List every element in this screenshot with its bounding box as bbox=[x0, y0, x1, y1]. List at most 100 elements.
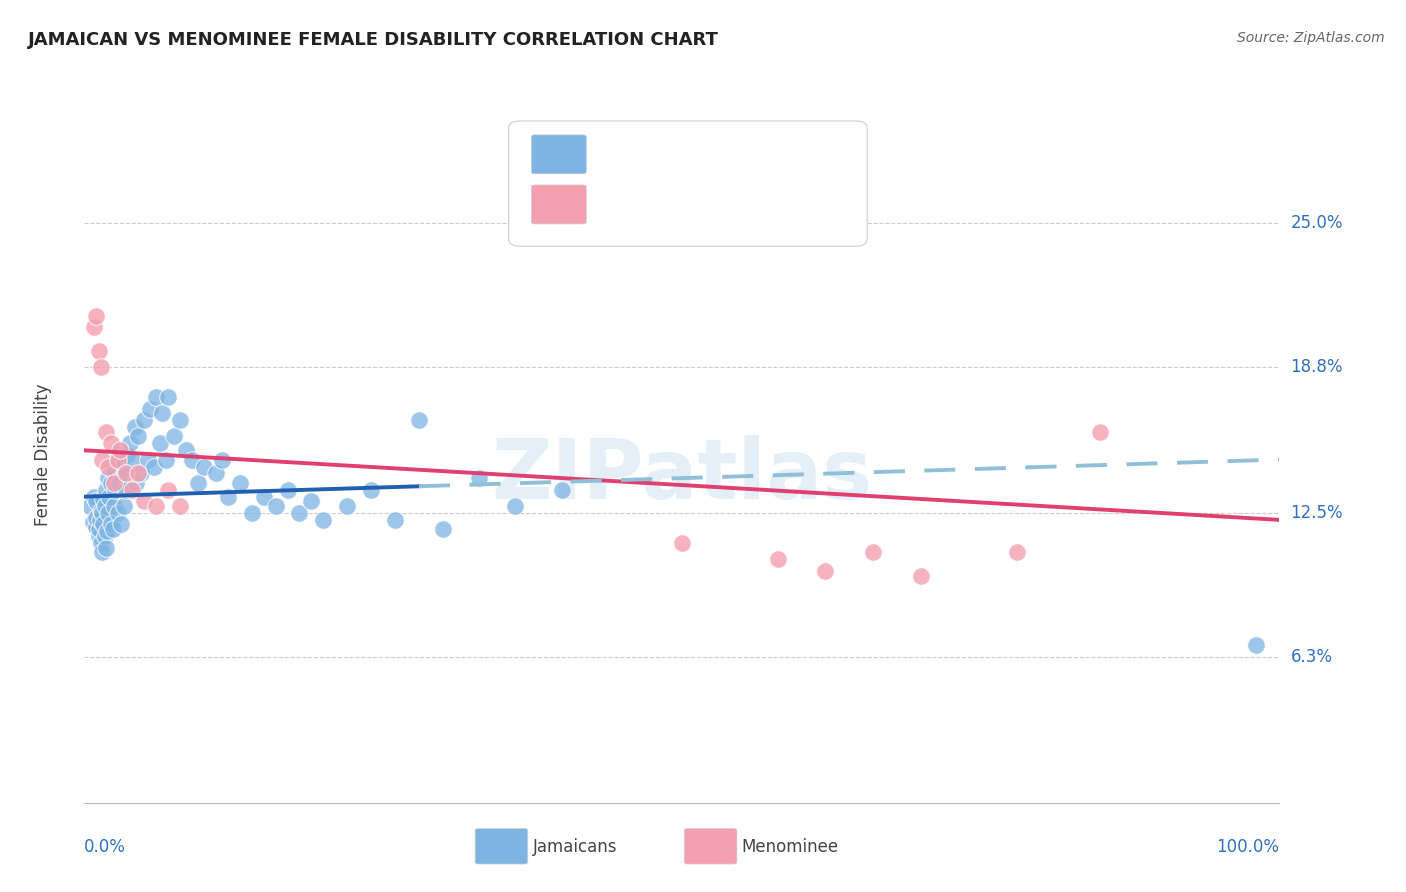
Point bbox=[82, 515, 104, 529]
Point bbox=[93, 517, 115, 532]
Point bbox=[87, 522, 110, 536]
Text: Menominee: Menominee bbox=[742, 838, 839, 855]
Point bbox=[108, 475, 131, 490]
Point bbox=[90, 503, 112, 517]
Point bbox=[107, 452, 129, 467]
Point bbox=[83, 490, 105, 504]
Text: 12.5%: 12.5% bbox=[1291, 504, 1343, 522]
Point bbox=[97, 459, 120, 474]
Point bbox=[814, 564, 837, 578]
Point bbox=[264, 499, 287, 513]
Point bbox=[90, 359, 112, 374]
Point bbox=[93, 529, 115, 543]
Point bbox=[127, 429, 149, 443]
Point bbox=[288, 506, 311, 520]
Point bbox=[98, 490, 121, 504]
Point bbox=[229, 475, 252, 490]
Text: ZIPatlas: ZIPatlas bbox=[492, 435, 872, 516]
Point bbox=[1005, 545, 1028, 559]
Point bbox=[91, 545, 114, 559]
FancyBboxPatch shape bbox=[531, 185, 586, 224]
Point bbox=[91, 506, 114, 520]
Point bbox=[187, 475, 209, 490]
Point bbox=[142, 459, 165, 474]
FancyBboxPatch shape bbox=[531, 135, 586, 174]
Point bbox=[503, 499, 526, 513]
Point bbox=[124, 420, 146, 434]
Point bbox=[111, 459, 134, 474]
Point bbox=[87, 343, 110, 358]
Point bbox=[211, 452, 233, 467]
Point bbox=[112, 499, 135, 513]
Point bbox=[277, 483, 299, 497]
Point bbox=[169, 499, 191, 513]
Text: 100.0%: 100.0% bbox=[1216, 838, 1279, 855]
Point bbox=[150, 406, 173, 420]
Point bbox=[86, 520, 108, 534]
Text: Source: ZipAtlas.com: Source: ZipAtlas.com bbox=[1237, 31, 1385, 45]
Point bbox=[671, 536, 693, 550]
Text: JAMAICAN VS MENOMINEE FEMALE DISABILITY CORRELATION CHART: JAMAICAN VS MENOMINEE FEMALE DISABILITY … bbox=[28, 31, 718, 49]
Point bbox=[96, 524, 118, 539]
Point bbox=[360, 483, 382, 497]
Text: Female Disability: Female Disability bbox=[34, 384, 52, 526]
Point bbox=[193, 459, 215, 474]
Text: 6.3%: 6.3% bbox=[1291, 648, 1333, 665]
Point bbox=[121, 452, 143, 467]
Point bbox=[103, 467, 125, 481]
Text: 25.0%: 25.0% bbox=[1291, 214, 1343, 232]
FancyBboxPatch shape bbox=[685, 829, 737, 864]
Point bbox=[114, 467, 136, 481]
Point bbox=[312, 513, 335, 527]
Point bbox=[240, 506, 263, 520]
Point bbox=[115, 483, 138, 497]
Point bbox=[432, 522, 454, 536]
Point bbox=[79, 499, 101, 513]
Point bbox=[132, 413, 156, 427]
Point bbox=[169, 413, 191, 427]
Point bbox=[101, 522, 124, 536]
Point bbox=[217, 490, 239, 504]
Point bbox=[157, 483, 180, 497]
Point bbox=[117, 448, 139, 462]
Point bbox=[145, 390, 167, 404]
Point bbox=[87, 529, 110, 543]
Point bbox=[125, 475, 148, 490]
Point bbox=[86, 309, 108, 323]
Point bbox=[145, 499, 167, 513]
Point bbox=[91, 452, 114, 467]
Point bbox=[97, 471, 120, 485]
Point bbox=[139, 401, 162, 416]
Point bbox=[94, 483, 117, 497]
Point bbox=[83, 320, 105, 334]
Point bbox=[766, 552, 789, 566]
Point bbox=[103, 475, 125, 490]
Point bbox=[110, 443, 132, 458]
Point bbox=[89, 513, 111, 527]
Point bbox=[157, 390, 180, 404]
Point bbox=[862, 545, 884, 559]
Point bbox=[118, 436, 141, 450]
Point bbox=[86, 510, 108, 524]
Point bbox=[90, 536, 112, 550]
FancyBboxPatch shape bbox=[509, 121, 868, 246]
Point bbox=[253, 490, 276, 504]
Text: R = -0.188   N = 25: R = -0.188 N = 25 bbox=[599, 195, 790, 213]
Point bbox=[86, 494, 108, 508]
Point bbox=[163, 429, 186, 443]
Point bbox=[910, 568, 932, 582]
Point bbox=[174, 443, 197, 458]
Point bbox=[105, 452, 128, 467]
Point bbox=[301, 494, 323, 508]
Point bbox=[94, 541, 117, 555]
Point bbox=[149, 436, 172, 450]
Point bbox=[408, 413, 430, 427]
Point bbox=[93, 491, 115, 506]
Text: 0.0%: 0.0% bbox=[84, 838, 127, 855]
Point bbox=[136, 452, 159, 467]
Point bbox=[205, 467, 228, 481]
Point bbox=[336, 499, 359, 513]
Point bbox=[115, 467, 138, 481]
Point bbox=[104, 483, 127, 497]
Text: 18.8%: 18.8% bbox=[1291, 358, 1343, 376]
